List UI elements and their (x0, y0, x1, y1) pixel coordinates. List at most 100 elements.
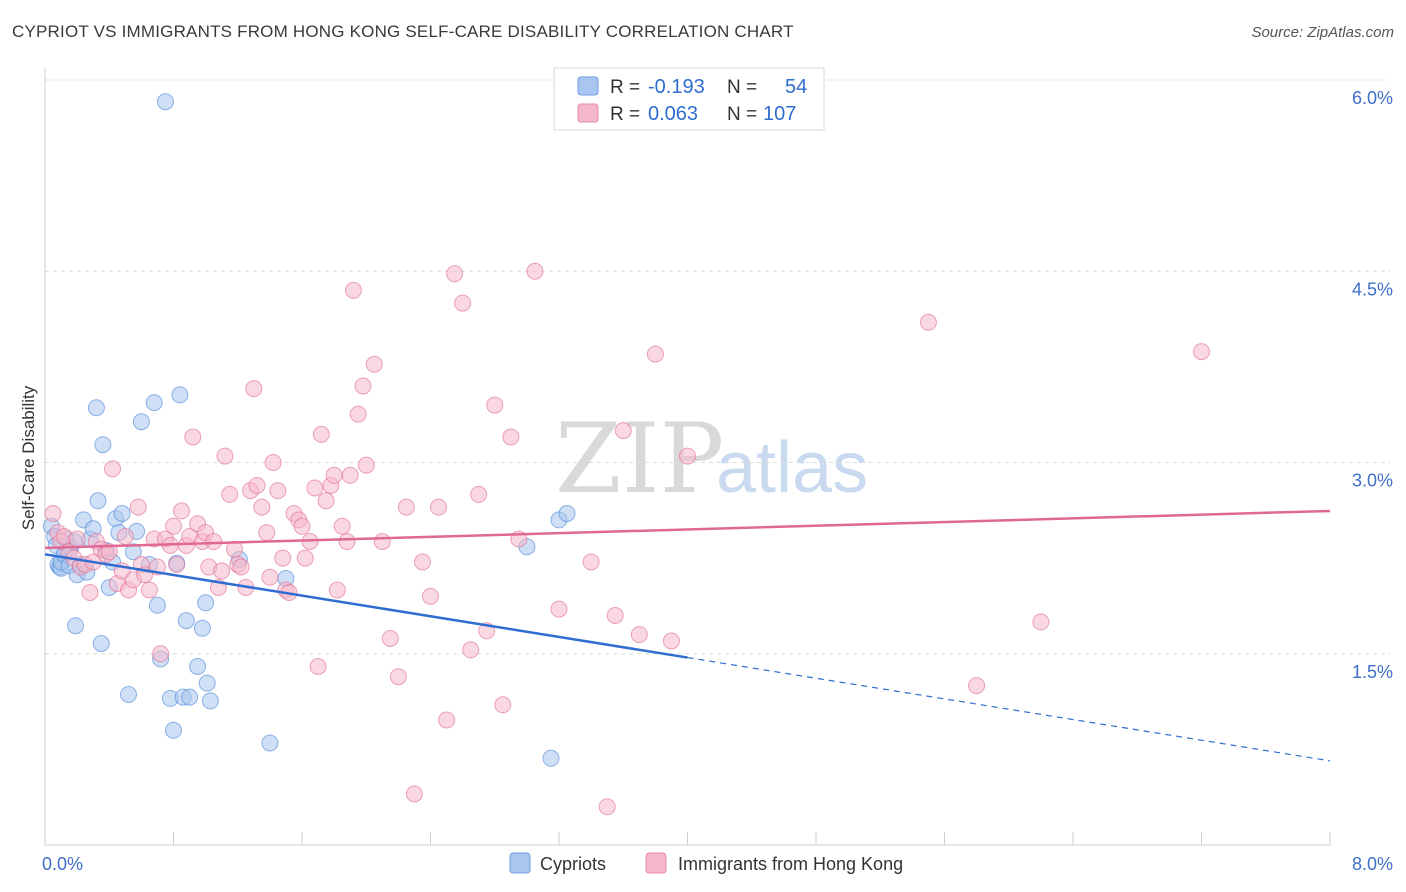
legend-n-value-2: 107 (763, 103, 796, 125)
point-hongkong (462, 641, 480, 659)
point-cypriots (165, 721, 182, 739)
x-tick-labels: 0.0% 8.0% (42, 854, 1393, 874)
point-hongkong (168, 556, 186, 573)
point-hongkong (550, 600, 568, 618)
legend-r-value-1: -0.193 (648, 76, 705, 98)
point-hongkong (221, 485, 239, 503)
point-hongkong (248, 477, 266, 494)
point-hongkong (317, 492, 335, 510)
point-hongkong (341, 466, 359, 484)
point-hongkong (344, 281, 362, 299)
y-tick-label: 6.0% (1352, 88, 1393, 108)
point-hongkong (306, 479, 324, 497)
chart-title: CYPRIOT VS IMMIGRANTS FROM HONG KONG SEL… (12, 22, 794, 41)
point-hongkong (333, 517, 351, 535)
point-cypriots (198, 674, 216, 692)
legend-n-value-1: 54 (785, 76, 807, 98)
series-legend-swatch-hongkong (645, 852, 667, 874)
point-hongkong (261, 568, 279, 586)
legend-r-value-2: 0.063 (648, 103, 698, 125)
point-hongkong (438, 711, 456, 729)
point-hongkong (253, 498, 271, 516)
point-hongkong (430, 498, 447, 516)
point-hongkong (213, 562, 231, 580)
point-hongkong (389, 668, 407, 686)
point-hongkong (365, 355, 383, 373)
point-hongkong (274, 549, 292, 567)
trend-line-hongkong (44, 509, 1331, 550)
point-cypriots (89, 492, 107, 510)
point-hongkong (502, 428, 520, 446)
point-cypriots (201, 692, 219, 710)
chart-source: Source: ZipAtlas.com (1251, 24, 1394, 41)
watermark-atlas: atlas (716, 428, 868, 508)
legend-r-label-2: R = (610, 104, 640, 125)
point-hongkong (422, 587, 439, 605)
point-cypriots (177, 612, 195, 630)
point-cypriots (132, 413, 150, 431)
point-cypriots (124, 543, 142, 561)
point-hongkong (312, 425, 330, 443)
point-hongkong (328, 581, 346, 599)
point-hongkong (373, 533, 391, 550)
point-hongkong (662, 632, 680, 650)
point-hongkong (614, 422, 632, 440)
point-cypriots (113, 505, 131, 522)
point-hongkong (129, 498, 147, 516)
point-hongkong (325, 466, 343, 484)
point-hongkong (104, 460, 121, 478)
point-hongkong (679, 447, 696, 465)
point-hongkong (173, 502, 190, 520)
point-cypriots (120, 686, 137, 703)
point-hongkong (486, 396, 504, 414)
point-hongkong (338, 533, 356, 550)
point-cypriots (558, 505, 576, 522)
point-cypriots (197, 594, 215, 612)
point-hongkong (100, 543, 118, 561)
point-hongkong (646, 345, 664, 363)
y-tick-label: 4.5% (1352, 279, 1393, 299)
watermark-zip: ZIP (555, 403, 724, 515)
point-hongkong (152, 645, 170, 663)
axes (44, 68, 1331, 846)
point-cypriots (181, 688, 199, 706)
point-hongkong (258, 524, 276, 542)
point-hongkong (446, 265, 464, 283)
point-hongkong (494, 696, 512, 714)
point-hongkong (296, 549, 314, 567)
point-hongkong (68, 530, 86, 548)
point-cypriots (67, 617, 84, 635)
point-hongkong (598, 798, 616, 816)
point-hongkong (205, 533, 223, 550)
point-hongkong (381, 630, 399, 647)
point-hongkong (354, 377, 372, 395)
point-hongkong (919, 313, 937, 331)
series-legend-swatch-cypriots (509, 852, 531, 874)
x-tick-label: 0.0% (42, 854, 83, 874)
series-legend-hongkong: Immigrants from Hong Kong (678, 854, 903, 874)
y-axis-title: Self-Care Disability (19, 385, 38, 530)
point-hongkong (140, 581, 158, 599)
point-hongkong (216, 447, 234, 465)
point-hongkong (1193, 343, 1210, 361)
point-hongkong (81, 584, 99, 601)
point-hongkong (184, 428, 202, 446)
point-hongkong (116, 528, 134, 545)
point-cypriots (171, 386, 189, 404)
point-cypriots (92, 635, 110, 652)
point-cypriots (94, 436, 112, 454)
point-hongkong (968, 677, 986, 695)
trend-lines (44, 509, 1331, 762)
point-hongkong (357, 456, 375, 474)
point-hongkong (269, 482, 287, 500)
point-cypriots (87, 399, 105, 417)
y-tick-label: 3.0% (1352, 471, 1393, 491)
data-points (42, 93, 1210, 816)
point-hongkong (397, 498, 415, 516)
point-hongkong (582, 553, 600, 571)
trend-line-cypriots (44, 553, 688, 659)
watermark: ZIP atlas (555, 403, 868, 515)
point-cypriots (261, 734, 279, 752)
point-hongkong (165, 517, 182, 535)
